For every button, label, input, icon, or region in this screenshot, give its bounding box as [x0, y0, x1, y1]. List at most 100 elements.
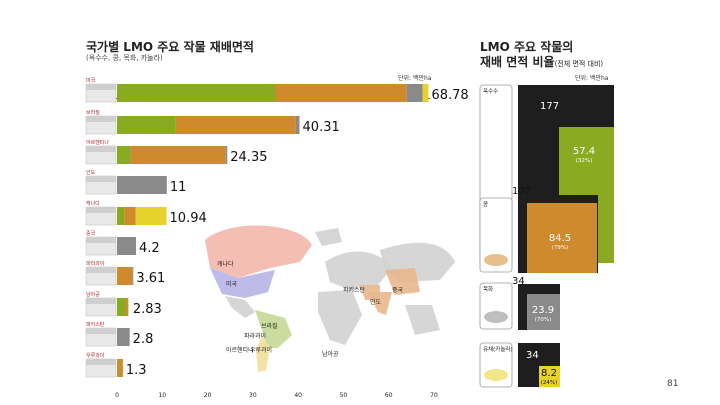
canola-bar — [422, 84, 429, 102]
flag-stripe — [86, 298, 116, 304]
maize-bar — [117, 146, 131, 164]
total-label: 40.31 — [303, 120, 340, 135]
cotton-bar — [117, 176, 167, 194]
flag-icon — [85, 266, 117, 286]
page-number: 81 — [667, 379, 679, 389]
flag-stripe — [86, 146, 116, 152]
map-label: 아르헨티나 — [226, 346, 254, 354]
flag-stripe — [86, 359, 116, 365]
flag-stripe — [86, 207, 116, 213]
cotton-bar — [295, 116, 300, 134]
x-tick-label: 50 — [340, 392, 348, 399]
percent-label: (70%) — [535, 317, 552, 323]
africa-region — [318, 290, 362, 345]
maize-bar — [117, 359, 118, 377]
flag-icon — [85, 83, 117, 103]
crop-illustration — [484, 311, 508, 323]
brazil-region — [255, 310, 292, 348]
total-label: 3.61 — [136, 271, 165, 286]
soybean-bar — [126, 298, 129, 316]
lmo-area-label: 8.2 — [541, 368, 557, 379]
unit-label-left: 단위: 백만ha — [398, 75, 432, 82]
flag-stripe — [86, 237, 116, 243]
bar-chart: 미국 68.78 브라질 40.31 아르헨티나 24.35 인도 11 캐나다 10.94 중국 4… — [85, 77, 469, 399]
x-tick-label: 40 — [294, 392, 302, 399]
lmo-area-label: 57.4 — [573, 146, 595, 157]
map-label: 파키스탄 — [343, 286, 366, 294]
map-label: 미국 — [226, 280, 238, 288]
map-label: 인도 — [370, 299, 382, 306]
country-label: 브라질 — [86, 109, 100, 116]
maize-bar — [117, 116, 176, 134]
flag-stripe — [86, 328, 116, 334]
percent-label: (24%) — [541, 380, 558, 386]
usa-region — [210, 268, 275, 298]
cotton-bar — [117, 237, 137, 255]
flag-stripe — [86, 84, 116, 90]
flag-icon — [85, 115, 117, 135]
crop-label: 콩 — [483, 201, 488, 208]
chart-subtitle: (옥수수, 콩, 목화, 카놀라) — [86, 54, 163, 62]
cotton-bar — [132, 267, 134, 285]
crop-image-frame — [479, 197, 513, 273]
soybean-bar — [124, 207, 136, 225]
total-label: 2.8 — [133, 332, 154, 347]
country-label: 아르헨티나 — [86, 139, 109, 146]
central-america-region — [225, 296, 255, 318]
australia-region — [405, 305, 440, 335]
country-label: 미국 — [86, 77, 96, 84]
maize-bar — [117, 207, 125, 225]
map-label: 우루과이 — [250, 346, 272, 354]
x-tick-label: 0 — [115, 392, 119, 399]
lmo-area-square — [539, 366, 560, 387]
total-label: 4.2 — [139, 241, 160, 256]
flag-icon — [85, 175, 117, 195]
x-tick-label: 20 — [204, 392, 212, 399]
lmo-area-square — [527, 294, 560, 330]
x-tick-label: 60 — [385, 392, 393, 399]
map-label: 캐나다 — [217, 260, 234, 268]
total-label: 10.94 — [170, 211, 207, 226]
map-label: 브라질 — [261, 322, 278, 330]
country-label: 우루과이 — [86, 352, 104, 359]
soybean-bar — [130, 146, 226, 164]
flag-stripe — [86, 116, 116, 122]
right-title-note: (전체 면적 대비) — [554, 60, 604, 68]
china-region — [385, 268, 420, 295]
flag-icon — [85, 327, 117, 347]
crop-label: 유채(카놀라) — [483, 345, 513, 353]
total-label: 68.78 — [431, 88, 468, 103]
flag-stripe — [86, 267, 116, 273]
right-title-main: 재배 면적 비율 — [480, 55, 555, 69]
crop-label: 목화 — [483, 286, 493, 293]
map-label: 파라과이 — [244, 332, 266, 340]
total-label: 11 — [170, 180, 187, 195]
canada-region — [205, 225, 312, 278]
chart-title: 국가별 LMO 주요 작물 재배면적 — [86, 40, 254, 54]
total-area-label: 34 — [526, 350, 539, 361]
x-tick-label: 30 — [249, 392, 257, 399]
canola-bar — [135, 207, 167, 225]
map-label: 중국 — [392, 287, 404, 294]
crop-illustration — [484, 254, 508, 266]
country-label: 인도 — [86, 169, 96, 176]
cotton-bar — [117, 328, 130, 346]
total-area-label: 177 — [540, 101, 559, 112]
flag-stripe — [86, 176, 116, 182]
soybean-bar — [117, 267, 133, 285]
soybean-bar — [175, 116, 296, 134]
area-chart: 옥수수 177 57.4(32%) 콩 107 84.5(79%) 목화 34 23.9(70%… — [479, 84, 614, 388]
total-label: 2.83 — [133, 302, 162, 317]
flag-icon — [85, 206, 117, 226]
argentina-region — [256, 335, 270, 372]
right-title-line2: 재배 면적 비율(전체 면적 대비) — [480, 53, 603, 70]
total-label: 1.3 — [126, 363, 147, 378]
right-title-line1: LMO 주요 작물의 — [480, 40, 574, 54]
country-label: 중국 — [86, 231, 96, 237]
cotton-bar — [406, 84, 423, 102]
x-tick-label: 70 — [430, 392, 438, 399]
country-label: 남아공 — [86, 291, 100, 298]
flag-icon — [85, 236, 117, 256]
india-region — [368, 292, 392, 315]
country-label: 파키스탄 — [86, 321, 105, 328]
